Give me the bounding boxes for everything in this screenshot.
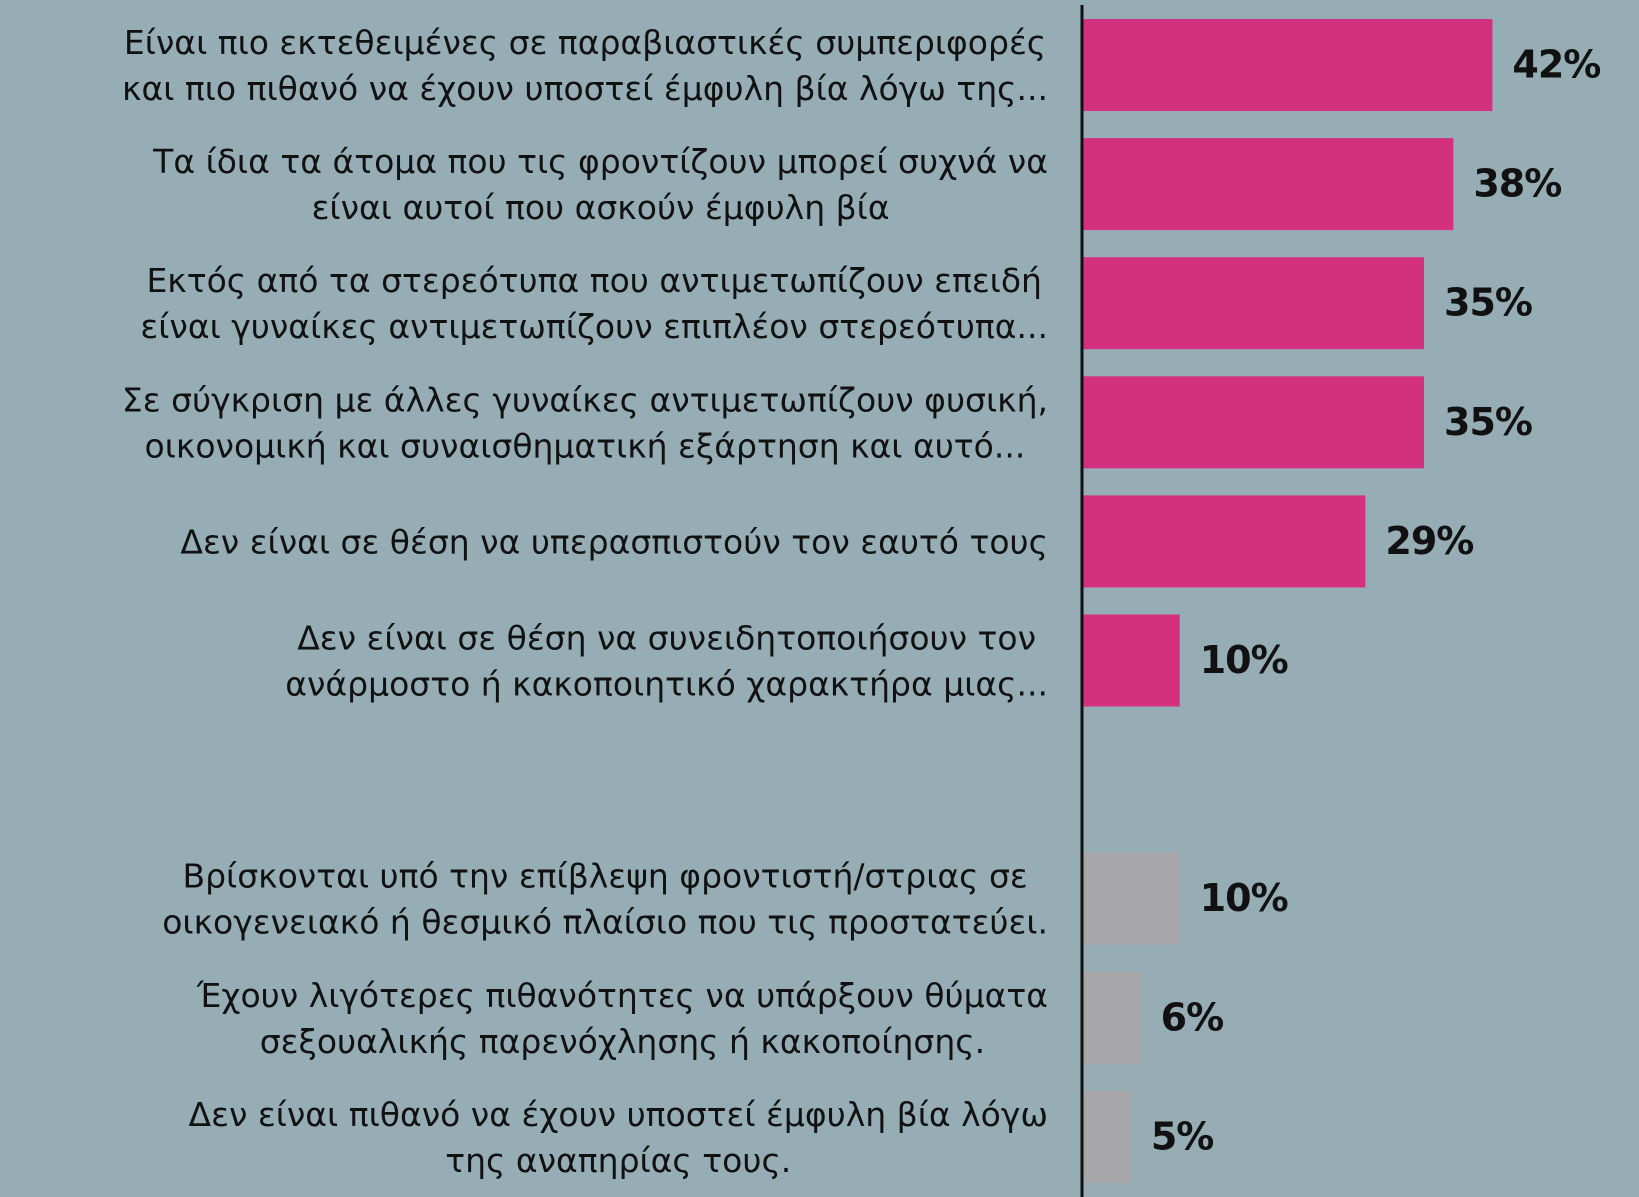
category-label-line: Έχουν λιγότερες πιθανότητες να υπάρξουν … [196, 975, 1048, 1014]
bar [1082, 138, 1454, 231]
value-label: 6% [1161, 995, 1224, 1039]
category-label: Έχουν λιγότερες πιθανότητες να υπάρξουν … [196, 975, 1048, 1060]
category-label: Δεν είναι σε θέση να υπερασπιστούν τον ε… [180, 522, 1048, 561]
value-label: 10% [1200, 876, 1288, 920]
value-label: 38% [1473, 162, 1561, 206]
category-label: Βρίσκονται υπό την επίβλεψη φροντιστή/στ… [162, 856, 1048, 941]
category-label-line: Τα ίδια τα άτομα που τις φροντίζουν μπορ… [152, 142, 1048, 181]
value-label: 5% [1151, 1114, 1214, 1158]
category-label: Είναι πιο εκτεθειμένες σε παραβιαστικές … [122, 23, 1048, 108]
category-label-line: και πιο πιθανό να έχουν υποστεί έμφυλη β… [122, 69, 1048, 108]
value-label: 29% [1385, 519, 1473, 563]
bar [1082, 495, 1366, 588]
value-label: 10% [1200, 638, 1288, 682]
category-label-line: ανάρμοστο ή κακοποιητικό χαρακτήρα μιας.… [285, 664, 1048, 703]
category-label-line: Βρίσκονται υπό την επίβλεψη φροντιστή/στ… [182, 856, 1027, 895]
bar [1082, 614, 1180, 707]
bar [1082, 971, 1141, 1064]
category-label-line: Είναι πιο εκτεθειμένες σε παραβιαστικές … [124, 23, 1046, 62]
category-label-line: είναι αυτοί που ασκούν έμφυλη βία [312, 188, 890, 227]
category-label-line: Δεν είναι πιθανό να έχουν υποστεί έμφυλη… [189, 1094, 1048, 1133]
bar [1082, 257, 1425, 350]
value-label: 35% [1444, 400, 1532, 444]
bar [1082, 19, 1493, 111]
category-label: Δεν είναι πιθανό να έχουν υποστεί έμφυλη… [189, 1094, 1048, 1179]
category-label: Σε σύγκριση με άλλες γυναίκες αντιμετωπί… [122, 380, 1048, 465]
category-label-line: σεξουαλικής παρενόχλησης ή κακοποίησης. [260, 1021, 985, 1060]
category-label-line: είναι γυναίκες αντιμετωπίζουν επιπλέον σ… [140, 307, 1048, 346]
category-label-line: Σε σύγκριση με άλλες γυναίκες αντιμετωπί… [122, 380, 1048, 419]
bar [1082, 852, 1180, 945]
category-label-line: Δεν είναι σε θέση να συνειδητοποιήσουν τ… [297, 618, 1036, 657]
category-label: Τα ίδια τα άτομα που τις φροντίζουν μπορ… [152, 142, 1048, 227]
category-label-line: της αναπηρίας τους. [445, 1140, 791, 1179]
value-label: 35% [1444, 281, 1532, 325]
category-label: Δεν είναι σε θέση να συνειδητοποιήσουν τ… [285, 618, 1048, 703]
category-label: Εκτός από τα στερεότυπα που αντιμετωπίζο… [140, 261, 1048, 346]
bar [1082, 1090, 1131, 1183]
category-label-line: Εκτός από τα στερεότυπα που αντιμετωπίζο… [146, 261, 1042, 300]
value-label: 42% [1512, 43, 1600, 87]
category-label-line: Δεν είναι σε θέση να υπερασπιστούν τον ε… [180, 522, 1048, 561]
bar [1082, 376, 1425, 469]
category-label-line: οικονομική και συναισθηματική εξάρτηση κ… [145, 426, 1026, 465]
category-label-line: οικογενειακό ή θεσμικό πλαίσιο που τις π… [162, 902, 1048, 941]
